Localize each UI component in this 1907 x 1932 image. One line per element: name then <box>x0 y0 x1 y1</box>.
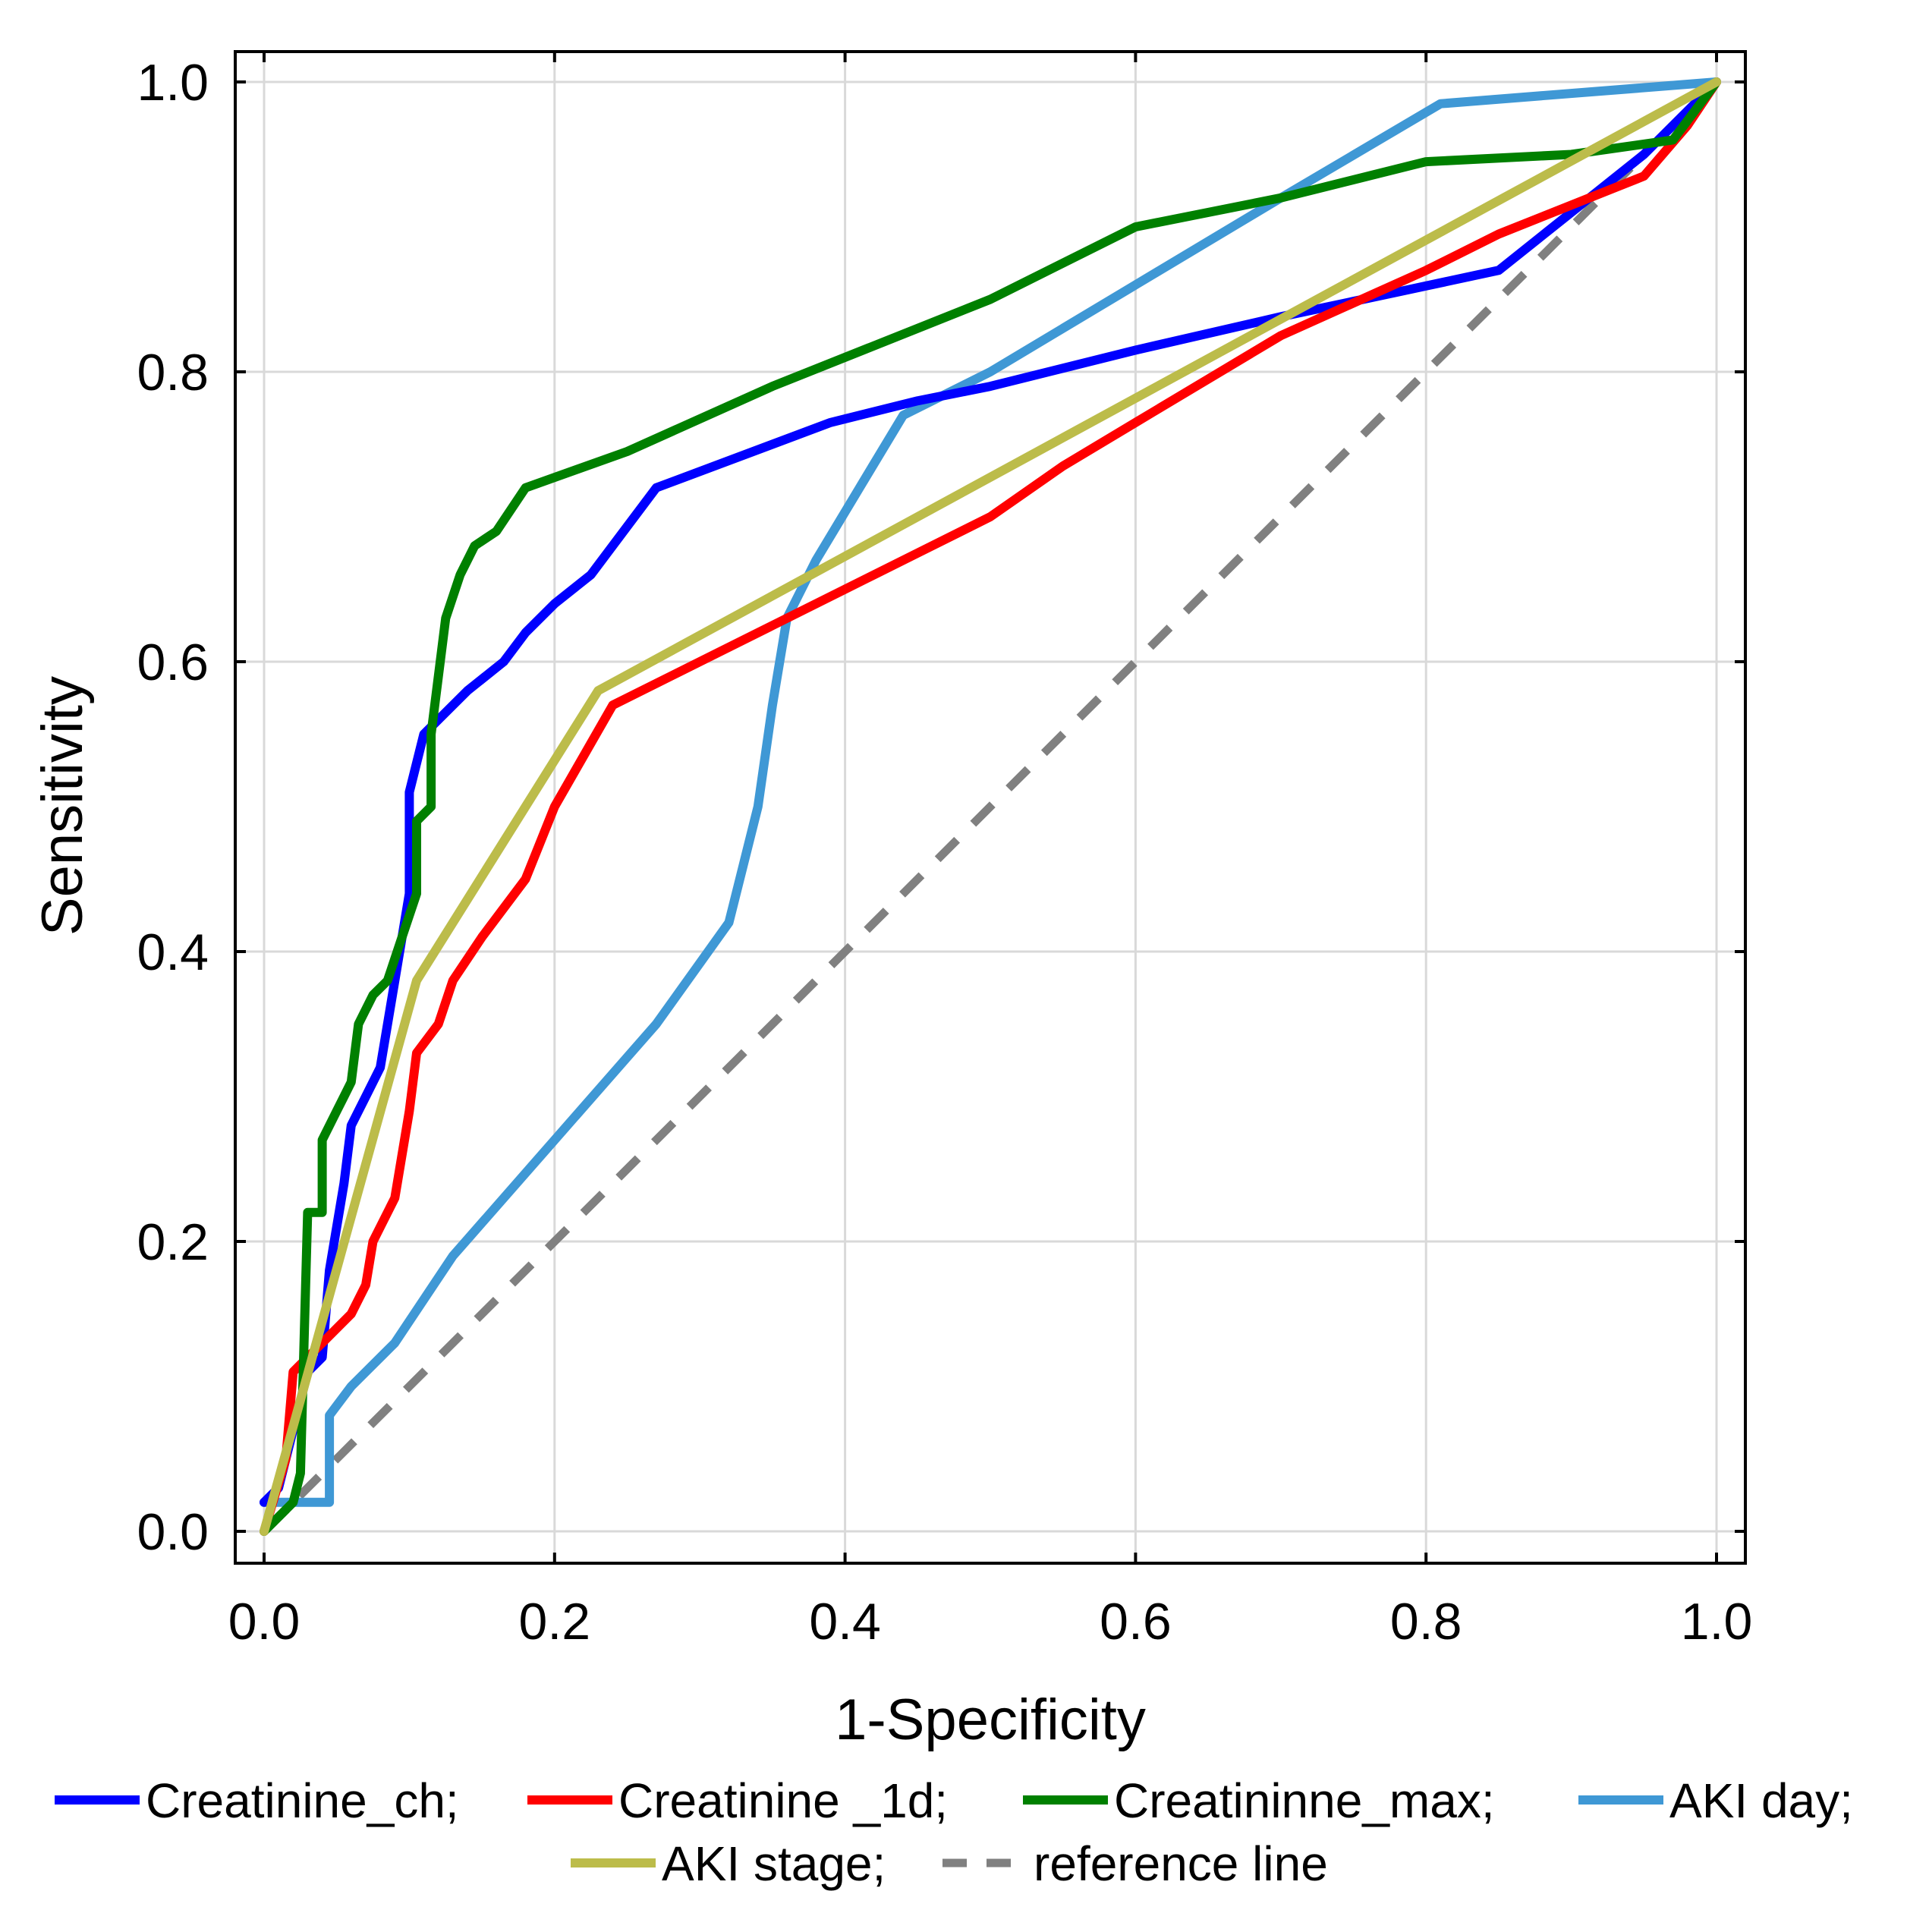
legend-label: AKI stage; <box>662 1836 886 1891</box>
x-tick-label: 0.6 <box>1100 1593 1172 1650</box>
legend-label: AKI day; <box>1669 1773 1853 1828</box>
series-line-creatinine-ch <box>260 77 1721 1507</box>
series-line-aki-day <box>260 77 1721 1507</box>
tick-marks <box>235 52 1745 1563</box>
x-tick-label: 0.2 <box>519 1593 591 1650</box>
y-tick-label: 0.4 <box>137 924 209 981</box>
y-tick-labels: 0.0 0.2 0.4 0.6 0.8 1.0 <box>137 54 209 1561</box>
series-line-aki-stage <box>260 77 1721 1536</box>
y-tick-label: 0.0 <box>137 1503 209 1561</box>
y-tick-label: 0.2 <box>137 1213 209 1271</box>
legend-label: reference line <box>1034 1836 1328 1891</box>
legend-label: Creatinine _1d; <box>618 1773 948 1828</box>
plot-frame <box>234 50 1747 1565</box>
series-line-reference-line <box>261 79 1720 1534</box>
y-tick-label: 1.0 <box>137 54 209 112</box>
series-line-creatinine-1d <box>260 77 1721 1536</box>
y-tick-label: 0.6 <box>137 634 209 691</box>
x-tick-label: 0.8 <box>1390 1593 1462 1650</box>
y-axis-title: Sensitivity <box>30 676 95 936</box>
legend-label: Creatininne_max; <box>1114 1773 1495 1828</box>
x-axis-title: 1-Specificity <box>835 1688 1146 1752</box>
y-tick-label: 0.8 <box>137 344 209 401</box>
x-tick-label: 1.0 <box>1681 1593 1753 1650</box>
series-line-creatininne-max <box>260 77 1721 1536</box>
x-tick-label: 0.0 <box>228 1593 301 1650</box>
x-tick-labels: 0.0 0.2 0.4 0.6 0.8 1.0 <box>228 1593 1753 1650</box>
legend-label: Creatinine_ch; <box>146 1773 459 1828</box>
series-layer <box>260 77 1721 1536</box>
x-tick-label: 0.4 <box>809 1593 881 1650</box>
legend: Creatinine_ch; Creatinine _1d; Creatininne… <box>55 1773 1853 1891</box>
